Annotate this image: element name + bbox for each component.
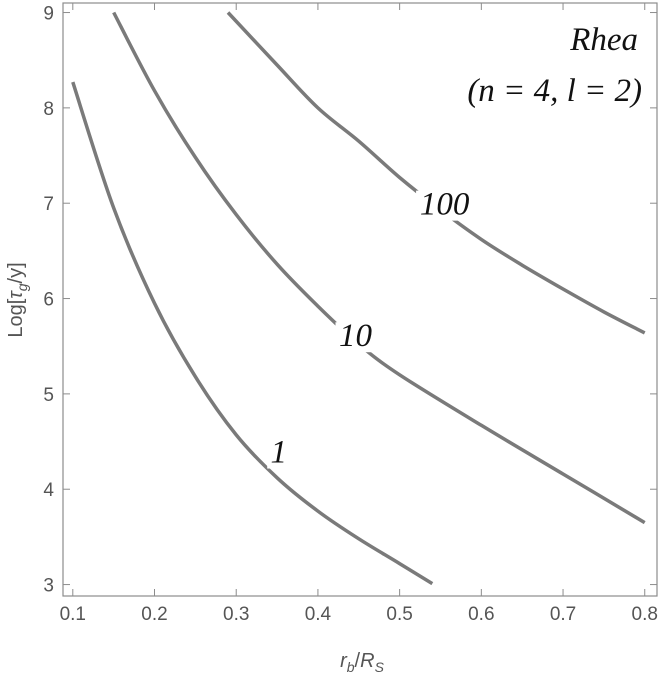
- y-tick-label: 4: [43, 480, 54, 501]
- x-tick-label: 0.4: [305, 604, 332, 625]
- contour-line-10: [112, 11, 646, 525]
- y-axis-label-base: τ: [5, 290, 27, 299]
- contour-labels: 1 10 100: [267, 187, 474, 471]
- y-axis-label-sub: g: [14, 283, 30, 291]
- x-axis-label-base: r: [340, 650, 348, 672]
- x-axis-label-sub: b: [347, 659, 355, 675]
- contour-label-bg-10: [335, 322, 376, 353]
- x-tick-label: 0.3: [223, 604, 249, 625]
- annotation-line-2: (n = 4, l = 2): [467, 73, 642, 109]
- x-axis-label-sub2: S: [375, 659, 385, 675]
- contour-label-bg-1: [267, 438, 291, 469]
- x-tick-label: 0.7: [550, 604, 576, 625]
- y-tick-labels: 3 4 5 6 7 8 9: [43, 4, 54, 597]
- x-tick-labels: 0.1 0.2 0.3 0.4 0.5 0.6 0.7 0.8: [60, 604, 658, 625]
- y-tick-label: 3: [43, 576, 54, 597]
- x-axis-label: rb/RS: [340, 650, 384, 675]
- x-axis-label-base2: R: [360, 650, 374, 672]
- y-axis-label-pre: Log[: [5, 298, 27, 337]
- annotation-line-1: Rhea: [569, 22, 638, 58]
- contour-line-100: [226, 11, 646, 335]
- y-tick-label: 9: [43, 4, 54, 25]
- y-axis-label: Log[τg/y]: [5, 262, 30, 337]
- y-axis-label-post: /y]: [5, 262, 27, 283]
- x-axis-label-sep: /: [355, 650, 361, 672]
- plot-frame: [62, 2, 658, 597]
- x-tick-label: 0.6: [468, 604, 494, 625]
- contour-line-1: [71, 81, 434, 586]
- contour-label-10: 10: [339, 318, 373, 354]
- x-tick-label: 0.1: [60, 604, 86, 625]
- x-tick-label: 0.8: [632, 604, 658, 625]
- y-tick-label: 8: [43, 99, 54, 120]
- x-tick-label: 0.5: [386, 604, 412, 625]
- contour-label-bg-100: [416, 190, 474, 221]
- contour-label-1: 1: [270, 435, 287, 471]
- contour-label-100: 100: [420, 187, 470, 223]
- y-tick-label: 7: [43, 194, 54, 215]
- x-tick-label: 0.2: [141, 604, 167, 625]
- axis-ticks: [63, 3, 657, 596]
- y-tick-label: 6: [43, 290, 54, 311]
- y-tick-label: 5: [43, 385, 54, 406]
